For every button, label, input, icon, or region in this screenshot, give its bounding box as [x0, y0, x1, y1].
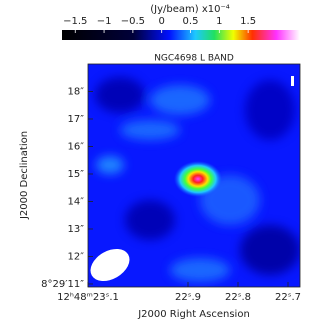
x-tick-label: 12ʰ48ᵐ23ˢ.1 — [57, 292, 119, 303]
colorbar-tick-label: 1.5 — [240, 16, 256, 27]
image — [88, 64, 300, 287]
colorbar — [62, 30, 300, 40]
x-axis-label: J2000 Right Ascension — [137, 309, 250, 320]
colorbar-tick-label: 1 — [216, 16, 222, 27]
colorbar-unit: (Jy/beam) — [150, 4, 199, 15]
colorbar-tick-label: −1.5 — [63, 16, 87, 27]
y-tick-label: 12″ — [68, 251, 85, 262]
x-tick-label: 22ˢ.9 — [175, 292, 201, 303]
y-axis-label: J2000 Declination — [19, 131, 30, 220]
y-tick-label: 8°29′11″ — [41, 279, 84, 290]
colorbar-tick-label: 0.5 — [183, 16, 199, 27]
chart-title: NGC4698 L BAND — [154, 54, 234, 64]
colorbar-tick-label: 0 — [159, 16, 165, 27]
y-tick-label: 18″ — [68, 86, 85, 97]
y-tick-label: 14″ — [68, 196, 85, 207]
y-tick-label: 17″ — [68, 114, 85, 125]
x-tick-label: 22ˢ.8 — [225, 292, 251, 303]
x-tick-label: 22ˢ.7 — [275, 292, 301, 303]
colorbar-tick-label: −1 — [97, 16, 112, 27]
y-tick-label: 13″ — [68, 224, 85, 235]
y-tick-label: 15″ — [68, 169, 85, 180]
y-tick-label: 16″ — [68, 141, 85, 152]
colorbar-tick-label: −0.5 — [121, 16, 145, 27]
colorbar-scale: x10⁻⁴ — [202, 4, 230, 15]
plot-frame — [87, 63, 301, 288]
colorbar-label: (Jy/beam) x10⁻⁴ — [150, 4, 230, 15]
